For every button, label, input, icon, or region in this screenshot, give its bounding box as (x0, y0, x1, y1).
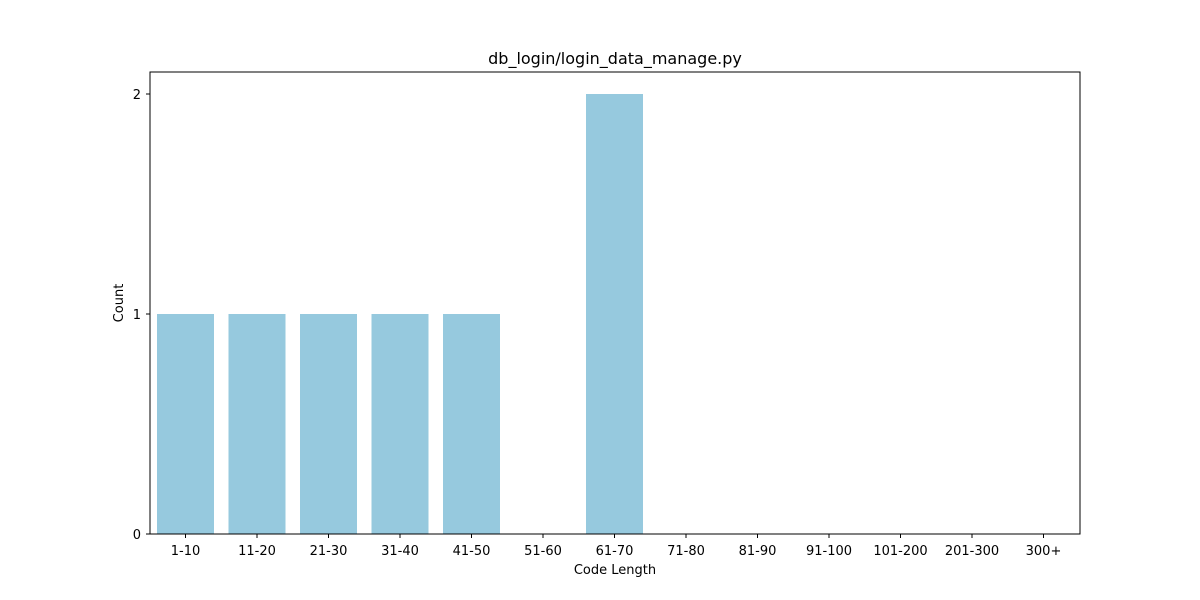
bar-41-50 (443, 314, 500, 534)
y-tick-label: 1 (133, 308, 141, 323)
bar-1-10 (157, 314, 214, 534)
x-tick-label: 1-10 (171, 544, 201, 559)
x-tick-label: 91-100 (806, 544, 852, 559)
x-tick-label: 31-40 (381, 544, 419, 559)
y-tick-label: 0 (133, 528, 141, 543)
x-tick-label: 81-90 (739, 544, 777, 559)
x-axis-ticks: 1-10 11-20 21-30 31-40 41-50 51-60 61-70 71-80 8… (171, 534, 1062, 559)
y-axis-label: Count (112, 284, 127, 323)
chart-title: db_login/login_data_manage.py (488, 49, 742, 69)
bars-group (157, 94, 643, 534)
x-tick-label: 61-70 (596, 544, 634, 559)
x-tick-label: 11-20 (238, 544, 276, 559)
y-axis-ticks: 0 1 2 (133, 88, 150, 543)
bar-31-40 (371, 314, 429, 534)
bar-61-70 (586, 94, 643, 534)
x-tick-label: 300+ (1026, 544, 1062, 559)
y-tick-label: 2 (133, 88, 141, 103)
x-tick-label: 101-200 (873, 544, 927, 559)
bar-21-30 (300, 314, 357, 534)
x-tick-label: 71-80 (667, 544, 705, 559)
plot-frame (149, 71, 1081, 535)
x-tick-label: 51-60 (524, 544, 562, 559)
x-tick-label: 41-50 (453, 544, 491, 559)
x-tick-label: 21-30 (310, 544, 348, 559)
bar-11-20 (228, 314, 286, 534)
x-axis-label: Code Length (574, 563, 656, 578)
x-tick-label: 201-300 (945, 544, 999, 559)
